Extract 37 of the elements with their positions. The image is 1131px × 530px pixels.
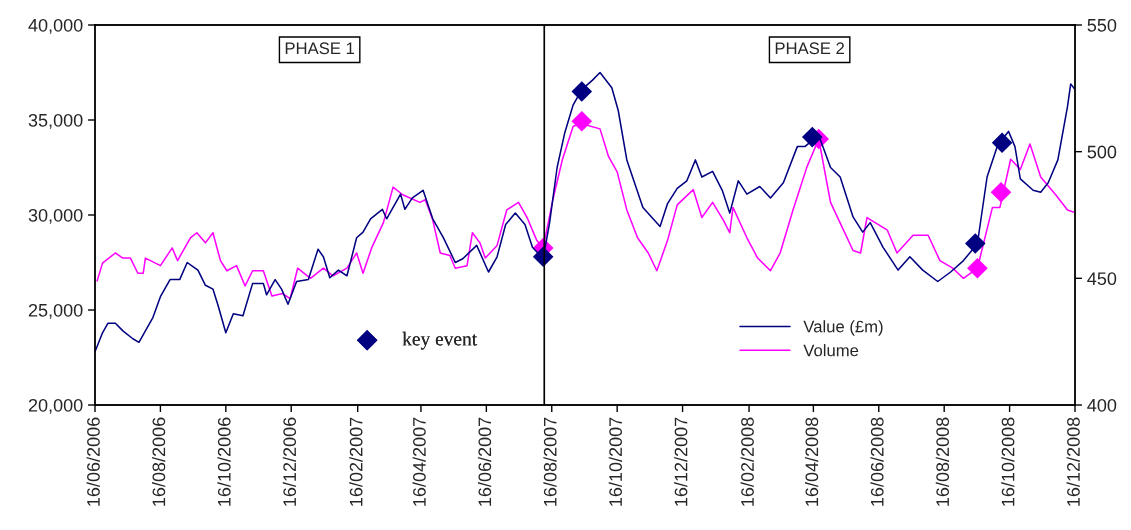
y-tick-label: 25,000 <box>28 303 83 319</box>
point <box>967 257 988 279</box>
x-tick-label: 16/10/2008 <box>1001 417 1015 506</box>
x-tick-label: 16/04/2008 <box>804 417 819 506</box>
x-tick-label: 16/08/2008 <box>935 417 950 506</box>
y2-tick-label: 450 <box>1087 272 1117 286</box>
x-tick-label: 16/08/2007 <box>543 417 557 506</box>
x-tick-label: 16/02/2008 <box>740 417 754 506</box>
point <box>990 181 1012 203</box>
point <box>571 110 593 132</box>
x-tick-label: 16/06/2008 <box>870 417 884 506</box>
point <box>571 81 593 102</box>
x-tick-label: 16/06/2006 <box>86 417 100 506</box>
annotation: PHASE 1 <box>285 42 355 55</box>
legend-label: Value (£m) <box>803 320 883 336</box>
x-tick-label: 16/10/2006 <box>217 417 231 506</box>
x-tick-label: 16/06/2007 <box>477 417 492 506</box>
point <box>802 126 823 148</box>
point <box>964 233 986 254</box>
y2-tick-label: 550 <box>1087 18 1117 32</box>
y-tick-label: 40,000 <box>28 18 83 34</box>
legend-label: key event <box>402 331 478 350</box>
x-tick-label: 16/10/2007 <box>608 417 623 506</box>
x-tick-label: 16/04/2007 <box>412 417 426 506</box>
x-tick-label: 16/12/2007 <box>674 417 688 506</box>
y2-tick-label: 400 <box>1087 398 1117 412</box>
annotation: PHASE 2 <box>775 42 844 55</box>
x-tick-label: 16/02/2007 <box>349 417 363 506</box>
y-tick-label: 20,000 <box>28 398 83 414</box>
x-tick-label: 16/08/2006 <box>151 417 166 506</box>
legend-label: Volume <box>803 344 859 357</box>
x-tick-label: 16/12/2008 <box>1066 417 1080 506</box>
y-tick-label: 35,000 <box>28 113 83 129</box>
y-tick-label: 30,000 <box>28 208 83 224</box>
y2-tick-label: 500 <box>1087 145 1117 159</box>
x-tick-label: 16/12/2006 <box>282 417 297 506</box>
point <box>991 132 1013 154</box>
